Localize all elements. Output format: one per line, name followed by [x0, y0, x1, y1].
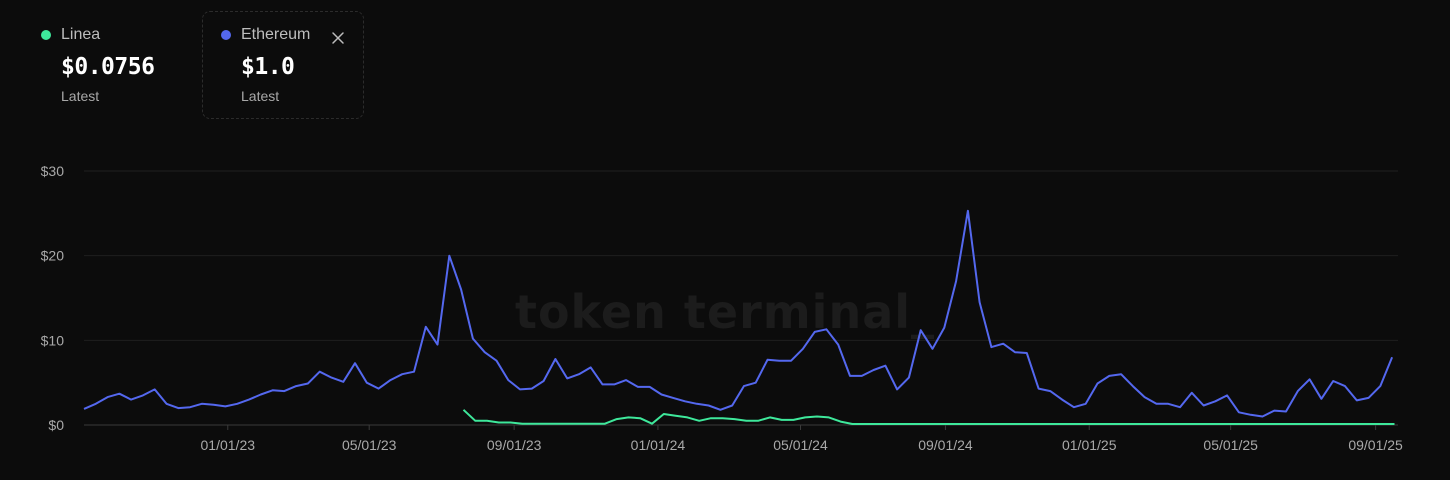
- x-tick-label: 05/01/24: [773, 437, 828, 453]
- x-tick-label: 09/01/23: [487, 437, 542, 453]
- x-axis-ticks: 01/01/23 05/01/23 09/01/23 01/01/24 05/01/24…: [201, 425, 1403, 453]
- series-line-linea: [462, 409, 1395, 425]
- y-tick-label: $0: [48, 417, 64, 433]
- x-tick-label: 01/01/24: [631, 437, 686, 453]
- watermark-text: token terminal_: [515, 285, 935, 339]
- legend-latest-value: $0.0756: [61, 54, 155, 80]
- remove-series-close-icon[interactable]: [329, 29, 347, 47]
- chart-series-lines: [83, 209, 1395, 425]
- linea-color-dot-icon: [41, 30, 51, 40]
- legend-series-name: Ethereum: [241, 26, 311, 43]
- legend-card-linea[interactable]: Linea $0.0756 Latest: [22, 11, 192, 119]
- x-tick-label: 01/01/23: [201, 437, 256, 453]
- legend-latest-label: Latest: [61, 88, 100, 104]
- series-line-ethereum: [83, 209, 1394, 418]
- legend-latest-value: $1.0: [241, 54, 295, 80]
- y-tick-label: $10: [41, 332, 65, 348]
- ethereum-color-dot-icon: [221, 30, 231, 40]
- x-tick-label: 01/01/25: [1062, 437, 1117, 453]
- y-axis-ticks: $0 $10 $20 $30: [41, 163, 65, 433]
- legend-header-ethereum: Ethereum: [221, 26, 310, 44]
- x-tick-label: 05/01/25: [1203, 437, 1258, 453]
- y-tick-label: $30: [41, 163, 65, 179]
- legend-latest-label: Latest: [241, 88, 280, 104]
- y-tick-label: $20: [41, 248, 65, 264]
- x-tick-label: 09/01/24: [918, 437, 973, 453]
- x-tick-label: 09/01/25: [1348, 437, 1403, 453]
- legend-card-ethereum[interactable]: Ethereum $1.0 Latest: [202, 11, 364, 119]
- x-tick-label: 05/01/23: [342, 437, 397, 453]
- legend-series-name: Linea: [61, 26, 101, 43]
- legend-header-linea: Linea: [41, 26, 100, 44]
